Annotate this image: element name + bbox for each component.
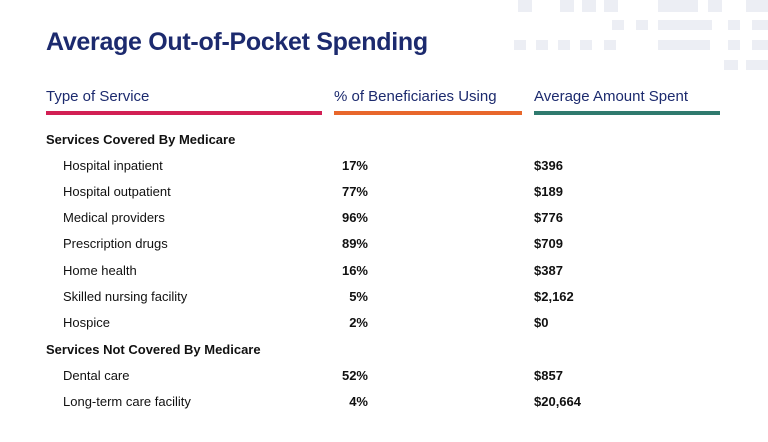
- page-title: Average Out-of-Pocket Spending: [46, 28, 428, 56]
- amount-cell: $776: [534, 210, 563, 225]
- section-header-not-covered: Services Not Covered By Medicare: [0, 342, 768, 368]
- decorative-pattern: [514, 0, 768, 70]
- amount-cell: $387: [534, 263, 563, 278]
- percent-cell: 4%: [349, 394, 368, 409]
- percent-cell: 16%: [341, 263, 368, 278]
- service-cell: Hospice: [63, 315, 110, 330]
- percent-cell: 52%: [341, 368, 368, 383]
- service-cell: Prescription drugs: [63, 236, 168, 251]
- percent-cell: 77%: [341, 184, 368, 199]
- column-header-amount: Average Amount Spent: [534, 88, 688, 105]
- table-row: Home health 16% $387: [0, 263, 768, 289]
- service-cell: Skilled nursing facility: [63, 289, 188, 304]
- percent-cell: 89%: [341, 236, 368, 251]
- table-row: Hospital outpatient 77% $189: [0, 184, 768, 210]
- section-header-covered: Services Covered By Medicare: [0, 132, 768, 158]
- column-header-percent: % of Beneficiaries Using: [334, 88, 497, 105]
- service-cell: Hospital outpatient: [63, 184, 171, 199]
- table-row: Prescription drugs 89% $709: [0, 236, 768, 262]
- percent-cell: 96%: [341, 210, 368, 225]
- percent-cell: 2%: [349, 315, 368, 330]
- amount-cell: $709: [534, 236, 563, 251]
- service-cell: Medical providers: [63, 210, 165, 225]
- table-row: Long-term care facility 4% $20,664: [0, 394, 768, 420]
- percent-cell: 17%: [341, 158, 368, 173]
- service-cell: Dental care: [63, 368, 130, 383]
- amount-cell: $857: [534, 368, 563, 383]
- table-row: Hospital inpatient 17% $396: [0, 158, 768, 184]
- service-cell: Home health: [63, 263, 137, 278]
- service-cell: Hospital inpatient: [63, 158, 163, 173]
- amount-cell: $0: [534, 315, 549, 330]
- amount-cell: $396: [534, 158, 563, 173]
- table-row: Hospice 2% $0: [0, 315, 768, 341]
- section-label: Services Not Covered By Medicare: [46, 342, 261, 357]
- service-cell: Long-term care facility: [63, 394, 191, 409]
- service-column-rule: [46, 111, 322, 115]
- amount-cell: $20,664: [534, 394, 581, 409]
- table-row: Medical providers 96% $776: [0, 210, 768, 236]
- amount-cell: $189: [534, 184, 563, 199]
- table-row: Dental care 52% $857: [0, 368, 768, 394]
- column-header-service: Type of Service: [46, 88, 150, 105]
- table-row: Skilled nursing facility 5% $2,162: [0, 289, 768, 315]
- percent-column-rule: [334, 111, 522, 115]
- percent-cell: 5%: [349, 289, 368, 304]
- amount-column-rule: [534, 111, 720, 115]
- amount-cell: $2,162: [534, 289, 574, 304]
- section-label: Services Covered By Medicare: [46, 132, 236, 147]
